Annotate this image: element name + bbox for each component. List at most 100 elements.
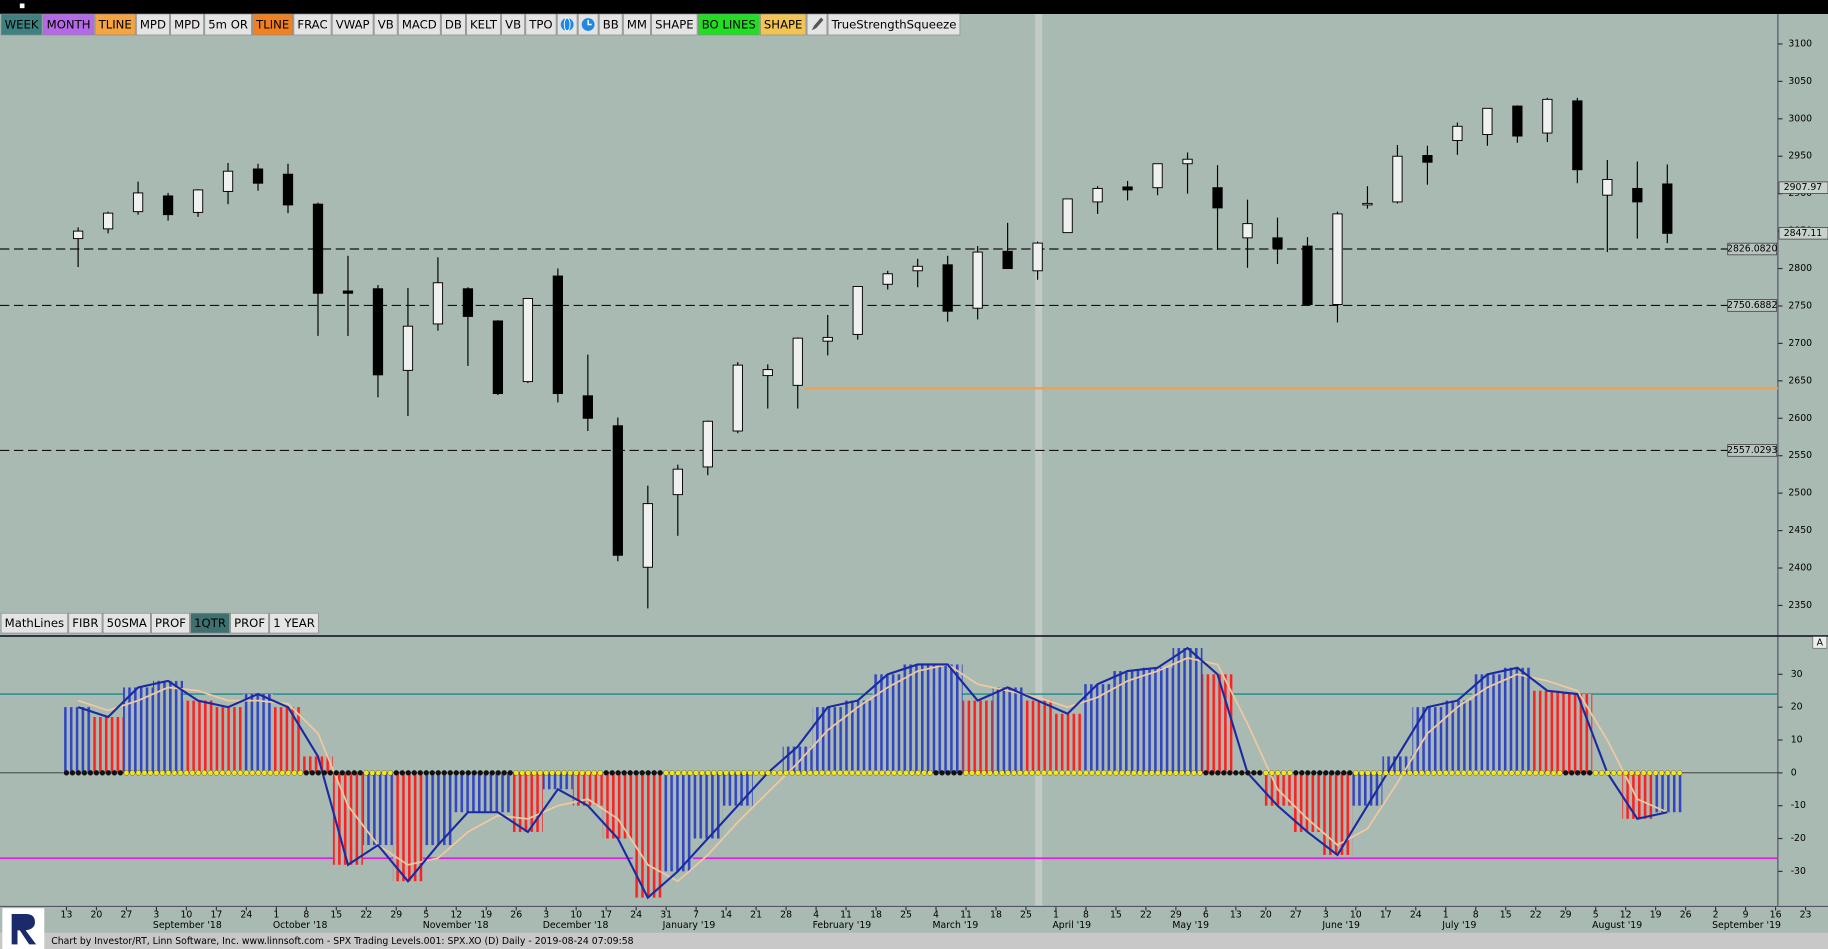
toolbar-button[interactable]	[136, 13, 170, 36]
toolbar-button[interactable]	[230, 612, 269, 634]
level-box	[1727, 444, 1778, 457]
x-tick-label: 16	[1770, 910, 1782, 921]
squeeze-dot	[75, 770, 82, 776]
toolbar-button[interactable]	[760, 13, 807, 36]
toolbar-button[interactable]	[373, 13, 398, 36]
toolbar-button[interactable]	[525, 13, 557, 36]
squeeze-dot	[801, 770, 807, 776]
histogram-bar	[722, 772, 753, 806]
toolbar-button[interactable]	[0, 612, 68, 634]
y-tick-label: -20	[1791, 833, 1806, 844]
squeeze-dot	[555, 770, 561, 776]
toolbar-button[interactable]	[827, 13, 961, 36]
toolbar-button[interactable]	[42, 13, 95, 36]
squeeze-dot	[1478, 770, 1485, 776]
toolbar-button[interactable]	[331, 13, 374, 36]
squeeze-dot	[843, 770, 849, 776]
toolbar-button[interactable]	[0, 13, 43, 36]
toolbar-button[interactable]	[651, 13, 698, 36]
squeeze-dot	[597, 770, 603, 776]
toolbar-label: VB	[378, 18, 394, 32]
squeeze-dot	[63, 770, 70, 776]
toolbar-button[interactable]	[151, 612, 190, 634]
squeeze-dot	[777, 770, 783, 776]
squeeze-dot	[171, 770, 178, 776]
squeeze-dot	[1047, 770, 1053, 776]
histogram-bar	[1502, 667, 1533, 773]
squeeze-dot	[1646, 770, 1653, 776]
month-label: September '19	[1712, 920, 1781, 931]
squeeze-dot	[1077, 770, 1083, 776]
squeeze-dot	[1670, 770, 1677, 776]
candle-body	[1452, 125, 1463, 141]
squeeze-dot	[441, 770, 447, 776]
squeeze-dot	[1173, 770, 1179, 776]
month-label: April '19	[1052, 920, 1091, 931]
squeeze-dot	[1227, 770, 1233, 776]
candle-body	[552, 275, 563, 395]
squeeze-dot	[735, 770, 741, 776]
toolbar-button[interactable]	[190, 612, 230, 634]
toolbar-button[interactable]	[623, 13, 651, 36]
toolbar-label: VB	[505, 18, 521, 32]
squeeze-dot	[1395, 770, 1401, 776]
toolbar-button[interactable]	[501, 13, 525, 36]
histogram-bar	[1472, 674, 1503, 773]
toolbar-button[interactable]	[441, 13, 466, 36]
x-tick-label: 21	[750, 910, 762, 921]
month-label: January '19	[662, 920, 716, 931]
squeeze-dot	[1125, 770, 1131, 776]
x-tick-label: 6	[1203, 910, 1209, 921]
candle-body	[1332, 213, 1343, 305]
squeeze-dot	[1059, 770, 1065, 776]
chart-background	[0, 14, 1828, 933]
squeeze-dot	[591, 770, 597, 776]
window-icon	[19, 3, 25, 9]
toolbar-button[interactable]	[466, 13, 501, 36]
squeeze-dot	[1556, 770, 1563, 776]
y-tick-label: 3000	[1788, 113, 1812, 124]
squeeze-dot	[1233, 770, 1239, 776]
y-tick-label: 2550	[1788, 450, 1812, 461]
toolbar-button[interactable]	[598, 13, 623, 36]
x-tick-label: 5	[1593, 910, 1599, 921]
x-tick-label: 22	[360, 910, 372, 921]
candle-body	[132, 192, 144, 213]
squeeze-dot	[1035, 770, 1041, 776]
toolbar-button[interactable]	[697, 13, 760, 36]
toolbar-button[interactable]	[398, 13, 441, 36]
squeeze-dot	[345, 770, 352, 776]
toolbar-button[interactable]	[204, 13, 252, 36]
squeeze-dot	[669, 770, 675, 776]
x-tick-label: 13	[1230, 910, 1242, 921]
squeeze-dot	[453, 770, 459, 776]
squeeze-dot	[1317, 770, 1323, 776]
month-label: November '18	[423, 920, 489, 931]
toolbar-button[interactable]	[94, 13, 136, 36]
x-tick-label: 11	[840, 910, 852, 921]
candle-body	[1242, 223, 1253, 239]
toolbar-button[interactable]	[269, 612, 319, 634]
candle-body	[402, 325, 414, 371]
toolbar-button[interactable]	[252, 13, 294, 36]
squeeze-dot	[177, 770, 184, 776]
month-label: August '19	[1592, 920, 1642, 931]
squeeze-dot	[1095, 770, 1101, 776]
squeeze-dot	[225, 770, 232, 776]
histogram-bar	[302, 756, 333, 773]
squeeze-dot	[417, 770, 423, 776]
squeeze-dot	[1466, 770, 1473, 776]
squeeze-dot	[999, 770, 1005, 776]
squeeze-dot	[1113, 770, 1119, 776]
toolbar-button[interactable]	[293, 13, 332, 36]
toolbar-button[interactable]	[170, 13, 204, 36]
toolbar-button[interactable]	[68, 612, 103, 634]
squeeze-dot	[1065, 770, 1071, 776]
squeeze-dot	[1215, 770, 1221, 776]
candle-body	[522, 298, 534, 383]
squeeze-dot	[111, 770, 118, 776]
histogram-bar	[1022, 700, 1053, 773]
toolbar-button[interactable]	[102, 612, 151, 634]
candle-body	[882, 273, 893, 285]
